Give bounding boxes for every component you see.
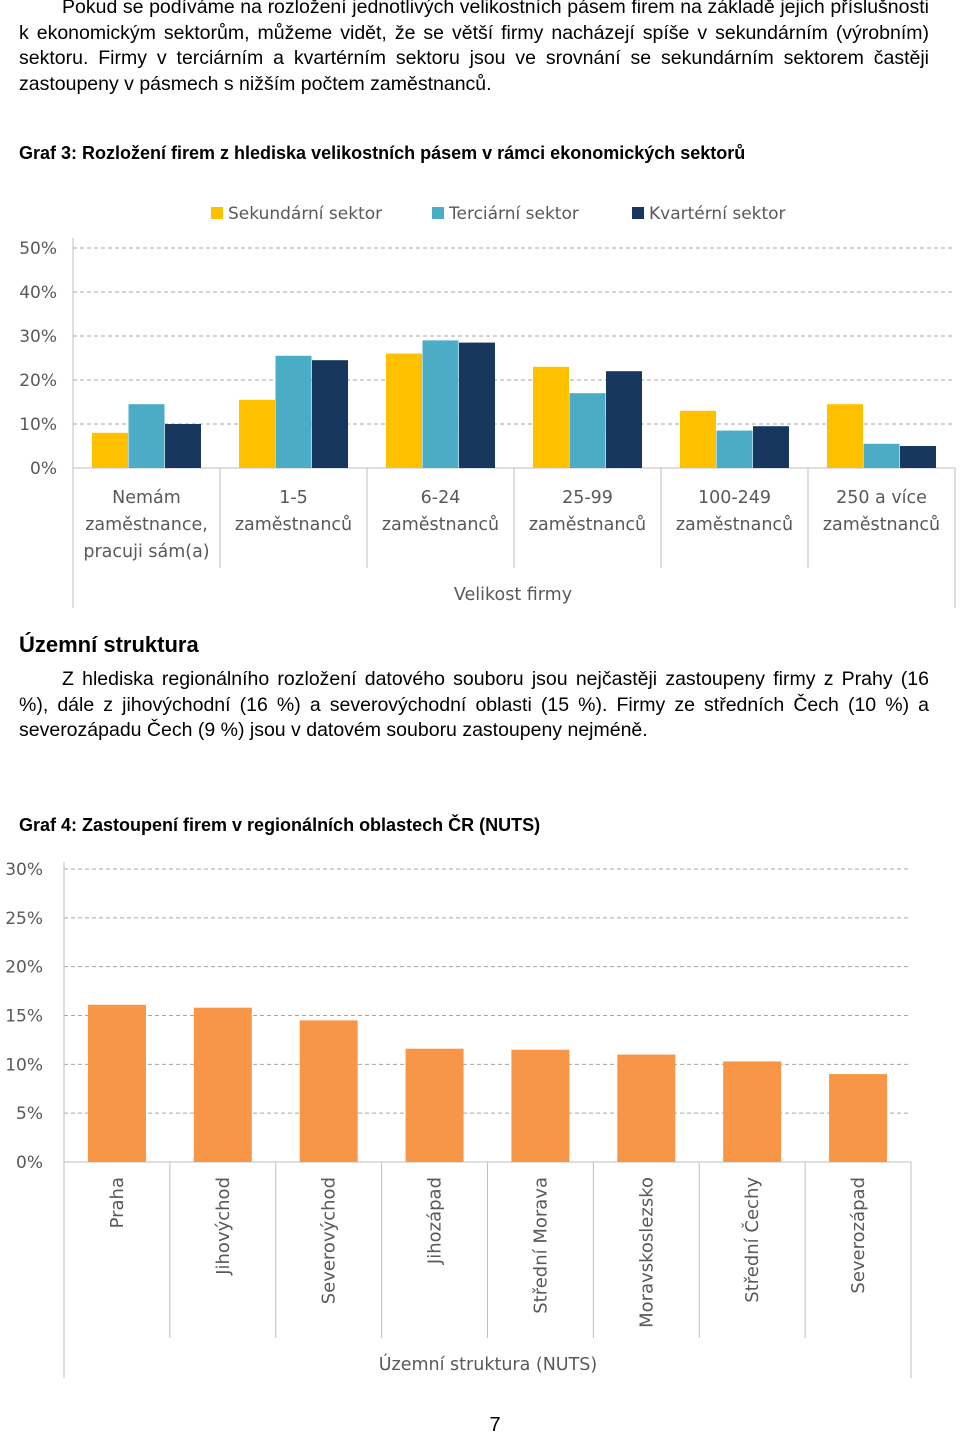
bar <box>829 1074 888 1162</box>
x-tick-label: zaměstnanců <box>529 515 646 535</box>
y-tick-label: 50% <box>19 239 57 259</box>
chart-4-caption: Graf 4: Zastoupení firem v regionálních … <box>19 815 541 835</box>
x-tick-label: 1-5 <box>279 488 308 508</box>
page-number: 7 <box>489 1414 501 1436</box>
bar <box>617 1054 676 1162</box>
x-tick-label: Jihozápad <box>425 1177 446 1265</box>
x-tick-label: Jihovýchod <box>213 1177 234 1276</box>
x-tick-label: 25-99 <box>562 488 613 508</box>
bar <box>716 430 753 468</box>
x-tick-label: 100-249 <box>698 488 771 508</box>
y-tick-label: 40% <box>19 283 57 303</box>
y-tick-label: 5% <box>16 1104 43 1124</box>
bar <box>863 443 900 468</box>
bar <box>386 353 422 468</box>
y-tick-label: 0% <box>30 459 57 479</box>
bar <box>193 1007 252 1162</box>
bar <box>92 432 128 468</box>
y-tick-label: 10% <box>19 415 57 435</box>
x-axis-label: Územní struktura (NUTS) <box>379 1353 598 1375</box>
bar <box>405 1048 464 1162</box>
bar <box>533 366 569 468</box>
bar <box>299 1020 358 1162</box>
y-tick-label: 20% <box>5 958 43 978</box>
bar <box>680 410 716 468</box>
legend-swatch <box>632 207 644 219</box>
bar <box>87 1004 146 1162</box>
bar <box>900 446 936 468</box>
bar <box>753 426 789 468</box>
y-tick-label: 30% <box>19 327 57 347</box>
legend-swatch <box>432 207 444 219</box>
x-tick-label: Moravskoslezsko <box>636 1177 657 1328</box>
y-tick-label: 10% <box>5 1055 43 1075</box>
x-tick-label: zaměstnanců <box>676 515 793 535</box>
bar <box>827 404 863 468</box>
bar <box>511 1049 570 1162</box>
y-tick-label: 25% <box>5 909 43 929</box>
x-axis-label: Velikost firmy <box>454 585 572 605</box>
x-tick-label: 250 a více <box>836 488 927 508</box>
bar <box>312 360 348 468</box>
x-tick-label: zaměstnanců <box>235 515 352 535</box>
bar <box>165 424 201 468</box>
chart-regional-distribution: 0% 5% 10% 15% 20% 25% 30% Praha Jihovýchod Severo… <box>0 850 960 1390</box>
legend-label: Terciární sektor <box>448 204 579 224</box>
chart-3-caption: Graf 3: Rozložení firem z hlediska velik… <box>19 143 746 163</box>
bar <box>422 340 459 468</box>
x-tick-label: Střední Morava <box>530 1177 551 1314</box>
legend-swatch <box>211 207 223 219</box>
x-tick-label: Střední Čechy <box>741 1177 763 1303</box>
x-tick-label: zaměstnanců <box>823 515 940 535</box>
bar <box>275 355 312 468</box>
x-tick-label: Praha <box>107 1177 128 1228</box>
x-tick-label: Severovýchod <box>319 1177 340 1304</box>
x-tick-label: 6-24 <box>421 488 461 508</box>
bar <box>569 393 606 468</box>
legend-label: Sekundární sektor <box>228 204 382 224</box>
section-heading: Územní struktura <box>19 632 199 657</box>
y-tick-label: 15% <box>5 1007 43 1027</box>
bar <box>459 342 495 468</box>
legend-label: Kvartérní sektor <box>649 204 786 224</box>
bar <box>606 371 642 468</box>
regional-paragraph: Z hlediska regionálního rozložení datové… <box>19 668 929 741</box>
y-tick-label: 30% <box>5 860 43 880</box>
x-tick-label: Nemám <box>112 488 181 508</box>
bar <box>239 399 275 468</box>
intro-paragraph: Pokud se podíváme na rozložení jednotliv… <box>19 0 929 95</box>
bar <box>128 404 165 468</box>
bar <box>723 1061 782 1162</box>
x-tick-label: zaměstnanců <box>382 515 499 535</box>
y-tick-label: 0% <box>16 1153 43 1173</box>
x-tick-label: Severozápad <box>848 1177 869 1294</box>
x-tick-label: pracuji sám(a) <box>83 542 209 562</box>
y-tick-label: 20% <box>19 371 57 391</box>
x-tick-label: zaměstnance, <box>85 515 208 535</box>
chart-size-by-sector: Sekundární sektor Terciární sektor Kvartér… <box>0 190 960 615</box>
